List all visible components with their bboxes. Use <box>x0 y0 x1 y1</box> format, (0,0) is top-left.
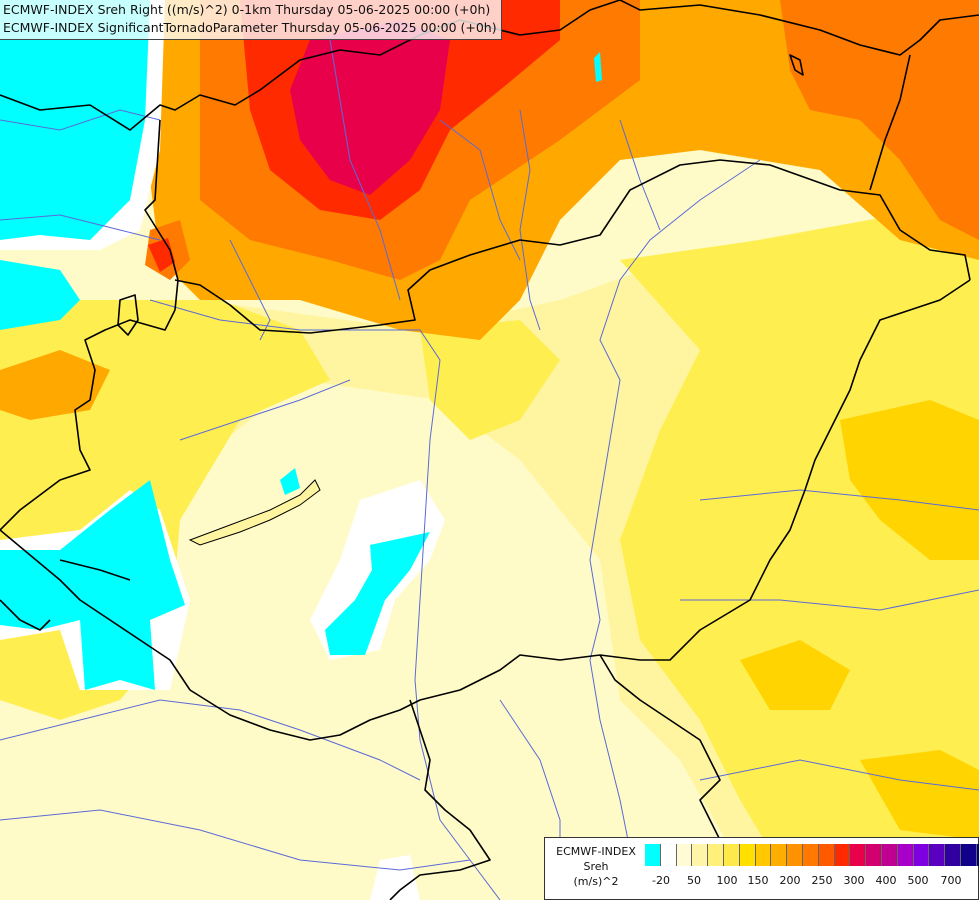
border-czech-austria <box>0 0 621 131</box>
legend-swatch <box>850 844 867 866</box>
border-lake-neusiedl <box>117 294 139 336</box>
lake-balaton <box>188 479 321 546</box>
field-darkorange-east <box>780 0 979 240</box>
river-east3 <box>699 759 979 791</box>
legend-tick-label: 300 <box>843 874 865 887</box>
river-east1 <box>699 489 979 511</box>
legend-swatch <box>723 844 740 866</box>
field-gold-east2 <box>740 640 850 710</box>
legend-swatch <box>676 844 693 866</box>
legend-swatch <box>897 844 914 866</box>
legend-tick-label: 100 <box>716 874 738 887</box>
field-cyan-northwest2 <box>0 260 80 330</box>
legend-tick-label: 400 <box>875 874 897 887</box>
legend-swatch <box>739 844 756 866</box>
legend-tick-label: 150 <box>747 874 769 887</box>
river-sava <box>0 809 471 871</box>
legend-title-unit: (m/s)^2 <box>573 875 619 888</box>
field-gold-east <box>840 400 979 560</box>
color-legend: ECMWF-INDEX Sreh (m/s)^2 -20 50 100 150 200 2… <box>544 837 979 900</box>
legend-swatch <box>834 844 851 866</box>
legend-swatches <box>645 844 979 866</box>
map-title-sreh: ECMWF-INDEX Sreh Right ((m/s)^2) 0-1km T… <box>3 2 491 17</box>
legend-swatch <box>771 844 788 866</box>
river-raba <box>179 379 351 441</box>
legend-swatch <box>866 844 882 866</box>
legend-swatch <box>960 844 977 866</box>
legend-swatch <box>645 844 661 866</box>
border-slovakia-poland <box>619 0 979 56</box>
river-vah <box>329 39 401 301</box>
border-slovakia-hungary <box>174 159 971 334</box>
border-austria-slovenia <box>59 559 131 581</box>
legend-tick-label: 700 <box>940 874 962 887</box>
field-cyan-center2 <box>280 468 300 495</box>
river-west2 <box>0 214 161 241</box>
river-drava <box>0 699 421 781</box>
legend-tick-label: 50 <box>687 874 701 887</box>
river-hron <box>519 109 541 331</box>
field-gold-southeast <box>860 750 979 840</box>
legend-swatch <box>802 844 819 866</box>
map-title-box: ECMWF-INDEX Sreh Right ((m/s)^2) 0-1km T… <box>0 0 502 40</box>
river-north2 <box>619 119 661 231</box>
border-poland-ukraine <box>869 54 911 191</box>
field-cyan-center <box>325 532 430 655</box>
legend-tick-label: 500 <box>907 874 929 887</box>
river-west1 <box>0 109 161 131</box>
field-cyan-northwest <box>0 0 150 240</box>
legend-swatch <box>787 844 803 866</box>
field-orange-west <box>0 350 110 420</box>
legend-swatch <box>692 844 709 866</box>
legend-swatch <box>881 844 898 866</box>
field-yellow-east <box>620 200 979 900</box>
border-croatia-serbia <box>389 699 491 900</box>
river-danube <box>149 299 501 900</box>
legend-tick-label: -20 <box>652 874 670 887</box>
legend-ticks: -20 50 100 150 200 250 300 400 500 700 <box>645 874 975 890</box>
river-east2 <box>680 589 979 611</box>
field-cyan-southwest <box>0 480 185 690</box>
field-white-south <box>370 855 420 900</box>
border-hungary-ukraine-romania <box>599 279 971 661</box>
legend-title-param: Sreh <box>583 860 609 873</box>
border-austria-slovakia <box>144 119 179 311</box>
river-north1 <box>439 119 521 261</box>
legend-swatch <box>708 844 724 866</box>
border-hungary-austria-west <box>0 309 176 531</box>
legend-title: ECMWF-INDEX Sreh (m/s)^2 <box>549 844 643 889</box>
legend-swatch <box>976 844 979 866</box>
border-hungary-south <box>0 529 601 741</box>
border-croatia-slovenia <box>0 599 51 631</box>
legend-tick-label: 200 <box>779 874 801 887</box>
legend-tick-label: 250 <box>811 874 833 887</box>
map-title-stp: ECMWF-INDEX SignificantTornadoParameter … <box>3 20 497 35</box>
legend-swatch <box>929 844 946 866</box>
river-tisza <box>589 159 761 900</box>
legend-title-model: ECMWF-INDEX <box>556 845 636 858</box>
legend-swatch <box>818 844 835 866</box>
border-north-small <box>789 54 804 76</box>
legend-swatch <box>755 844 772 866</box>
legend-swatch <box>945 844 961 866</box>
field-cyan-north-small <box>594 52 602 82</box>
rivers <box>0 39 979 900</box>
field-crimson <box>290 20 450 195</box>
field-yellow-center <box>420 320 560 440</box>
legend-swatch <box>913 844 930 866</box>
legend-swatch <box>660 844 677 866</box>
